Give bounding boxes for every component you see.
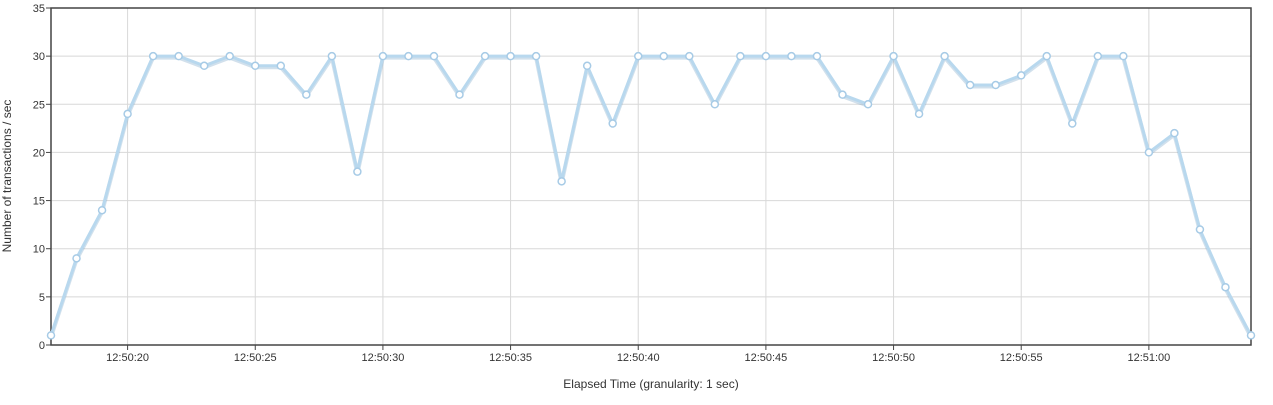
data-point[interactable] <box>225 51 234 61</box>
x-tick-label: 12:50:35 <box>489 352 532 364</box>
data-point[interactable] <box>97 205 107 215</box>
data-point[interactable] <box>633 51 643 61</box>
data-point[interactable] <box>148 51 158 61</box>
data-point[interactable] <box>1093 51 1103 61</box>
data-point[interactable] <box>940 51 949 61</box>
y-tick-label: 25 <box>33 99 45 111</box>
x-tick-label: 12:50:40 <box>617 352 660 364</box>
data-point[interactable] <box>1068 119 1077 128</box>
x-tick-label: 12:50:45 <box>744 352 787 364</box>
data-point[interactable] <box>838 90 847 99</box>
y-tick-label: 5 <box>39 292 45 304</box>
x-tick-label: 12:50:20 <box>106 352 149 364</box>
data-point[interactable] <box>991 80 1000 90</box>
data-point[interactable] <box>199 61 209 71</box>
data-point[interactable] <box>1144 148 1154 157</box>
data-point[interactable] <box>1246 331 1256 340</box>
data-point[interactable] <box>429 51 439 61</box>
data-point[interactable] <box>914 109 924 119</box>
x-tick-label: 12:50:50 <box>872 352 915 364</box>
x-axis-title: Elapsed Time (granularity: 1 sec) <box>563 377 738 391</box>
data-point[interactable] <box>174 51 183 61</box>
data-point[interactable] <box>1042 51 1051 61</box>
series-layer <box>46 51 1256 340</box>
data-point[interactable] <box>685 51 694 61</box>
data-point[interactable] <box>1119 51 1128 61</box>
data-point[interactable] <box>327 51 337 61</box>
data-point[interactable] <box>506 51 515 61</box>
y-axis-title: Number of transactions / sec <box>0 100 14 253</box>
data-point[interactable] <box>353 167 362 176</box>
data-point[interactable] <box>251 61 260 71</box>
y-tick-label: 15 <box>33 196 45 208</box>
data-point[interactable] <box>378 51 388 61</box>
data-point[interactable] <box>889 51 898 61</box>
y-tick-label: 10 <box>33 244 45 256</box>
data-point[interactable] <box>582 61 592 71</box>
data-point[interactable] <box>787 51 796 61</box>
data-point[interactable] <box>863 100 873 109</box>
data-point[interactable] <box>46 331 56 340</box>
data-point[interactable] <box>1016 71 1026 80</box>
x-tick-label: 12:50:30 <box>362 352 405 364</box>
x-tick-label: 12:50:55 <box>1000 352 1043 364</box>
data-point[interactable] <box>608 119 617 128</box>
data-point[interactable] <box>276 61 286 71</box>
data-point[interactable] <box>761 51 771 61</box>
data-point[interactable] <box>812 51 822 61</box>
x-tick-label: 12:50:25 <box>234 352 277 364</box>
data-point[interactable] <box>1170 128 1179 138</box>
data-point[interactable] <box>123 109 132 119</box>
data-point[interactable] <box>1221 282 1230 292</box>
data-point[interactable] <box>72 254 81 263</box>
data-point[interactable] <box>1195 225 1205 234</box>
data-point[interactable] <box>557 177 566 186</box>
data-point[interactable] <box>531 51 541 61</box>
y-tick-label: 35 <box>33 3 45 15</box>
x-tick-label: 12:51:00 <box>1127 352 1170 364</box>
data-point[interactable] <box>710 100 720 109</box>
x-axis-ticks: 12:50:20 12:50:25 12:50:30 12:50:35 12:50:40… <box>106 345 1170 364</box>
y-tick-label: 30 <box>33 51 45 63</box>
data-point[interactable] <box>736 51 745 61</box>
y-tick-label: 0 <box>39 340 45 352</box>
data-point[interactable] <box>404 51 413 61</box>
data-point[interactable] <box>455 90 464 99</box>
data-point[interactable] <box>480 51 490 61</box>
series-line <box>49 54 1253 337</box>
plot-frame <box>50 7 1252 346</box>
data-point[interactable] <box>965 80 975 90</box>
data-point[interactable] <box>302 90 311 99</box>
series-line-shadow <box>49 55 1253 338</box>
y-axis-ticks: 0 5 10 15 20 25 30 35 <box>33 3 51 352</box>
y-tick-label: 20 <box>33 147 45 159</box>
data-point[interactable] <box>659 51 669 61</box>
